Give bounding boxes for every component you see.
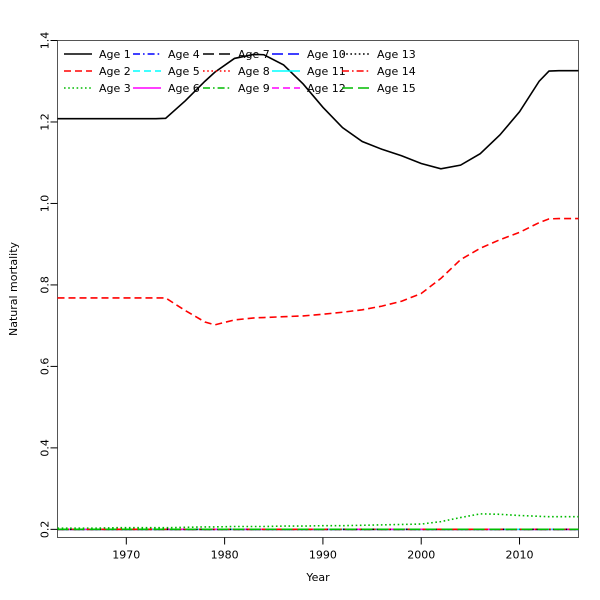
y-tick-label: 0.4	[39, 439, 52, 457]
y-tick-label: 0.8	[39, 276, 52, 294]
legend-label-age-5: Age 5	[168, 65, 200, 78]
x-tick-label: 2000	[407, 549, 435, 562]
legend-label-age-1: Age 1	[99, 48, 131, 61]
x-tick-label: 1990	[309, 549, 337, 562]
y-tick-label: 1.2	[39, 113, 52, 130]
legend-label-age-4: Age 4	[168, 48, 200, 61]
y-tick-label: 0.6	[39, 358, 52, 376]
chart-legend: Age 1 Age 2 Age 3 Age 4 Age 5 Age 6 Age 7 Age 8…	[64, 48, 416, 95]
legend-label-age-8: Age 8	[238, 65, 270, 78]
y-axis-title: Natural mortality	[7, 241, 20, 336]
legend-label-age-6: Age 6	[168, 82, 200, 95]
legend-label-age-12: Age 12	[307, 82, 346, 95]
legend-label-age-13: Age 13	[377, 48, 416, 61]
series-line-age-3	[57, 513, 579, 529]
legend-label-age-9: Age 9	[238, 82, 270, 95]
x-axis-title: Year	[305, 571, 330, 584]
y-tick-label: 1.4	[39, 32, 52, 50]
series-group	[57, 53, 579, 531]
x-tick-label: 1980	[211, 549, 239, 562]
plot-frame	[57, 40, 579, 538]
x-tick-label: 1970	[112, 549, 140, 562]
legend-label-age-11: Age 11	[307, 65, 346, 78]
axis-titles-group: Year Natural mortality	[7, 241, 330, 584]
legend-label-age-2: Age 2	[99, 65, 131, 78]
legend-label-age-15: Age 15	[377, 82, 416, 95]
legend-label-age-14: Age 14	[377, 65, 416, 78]
legend-label-age-7: Age 7	[238, 48, 270, 61]
y-tick-label: 0.2	[39, 521, 52, 539]
x-tick-label: 2010	[506, 549, 534, 562]
legend-label-age-3: Age 3	[99, 82, 131, 95]
legend-label-age-10: Age 10	[307, 48, 346, 61]
series-line-age-2	[57, 217, 579, 326]
y-tick-label: 1.0	[39, 195, 52, 213]
axes-group: 1970 1980 1990 2000 2010 0.2 0.4 0.6 0.8 1.0 1.2 1.…	[39, 32, 579, 562]
series-line-age-1	[57, 53, 579, 170]
